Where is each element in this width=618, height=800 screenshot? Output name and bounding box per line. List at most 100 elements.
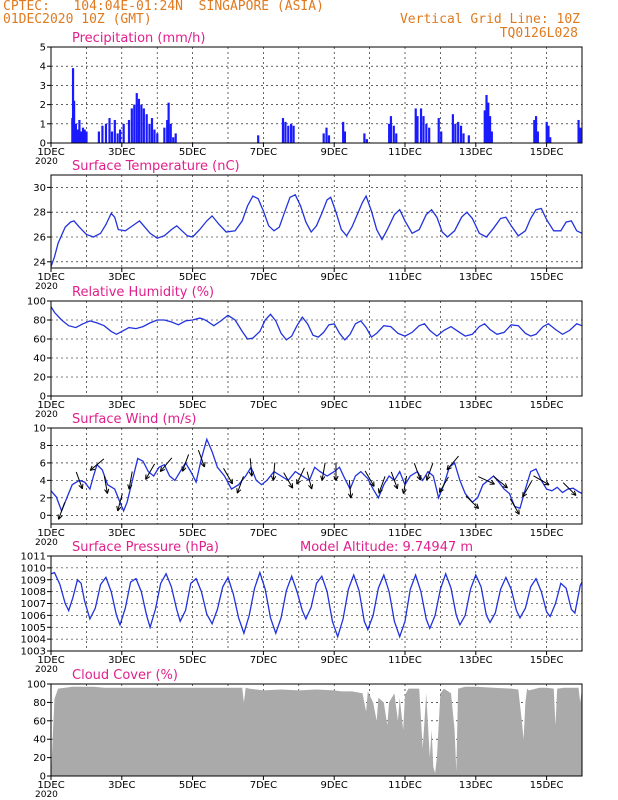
wind-arrow [89,458,105,471]
precip-bar [343,131,347,143]
wind-arrow [116,493,123,512]
x-tick-label: 11DEC [388,655,422,666]
precip-bar [322,133,325,143]
panel-title: Surface Wind (m/s) [72,412,196,427]
wind-arrow [533,475,550,486]
panel-title: Surface Pressure (hPa) [72,540,219,555]
precip-bar [547,125,550,143]
x-tick-label: 11DEC [388,400,422,411]
y-tick-label: 1 [40,119,46,130]
wind-arrow [446,455,459,471]
wind-arrow [159,457,173,473]
cloud-cover-area [51,686,582,776]
y-tick-label: 8 [40,441,46,452]
precip-bar [342,121,345,143]
wind-arrow [296,467,305,485]
x-tick-label: 15DEC [530,780,564,791]
x-tick-label: 13DEC [459,272,493,283]
panel-precip: 0 1 2 3 4 5 1DEC 3DEC 5DEC 7DEC 9DEC 11DEC 13DEC 15DE… [35,31,583,167]
x-tick-label: 1DEC [37,655,64,666]
precip-bar [292,125,295,143]
wind-arrow [306,471,314,490]
year-label: 2020 [35,538,58,548]
y-tick-label: 26 [33,233,46,244]
x-tick-label: 3DEC [108,272,135,283]
precip-bar [83,129,86,143]
y-tick-label: 40 [33,735,46,746]
x-tick-label: 13DEC [459,780,493,791]
precip-bar [422,116,425,143]
precip-bar [140,104,143,143]
precip-bar [392,125,395,143]
precip-bar [462,133,465,143]
precip-bar [437,118,440,143]
y-tick-label: 0 [40,139,46,150]
x-tick-label: 9DEC [321,147,348,158]
x-tick-label: 7DEC [250,780,277,791]
precip-bar [142,108,145,143]
y-tick-label: 24 [33,257,46,268]
year-label: 2020 [35,790,58,800]
y-tick-label: 0 [40,511,46,522]
y-tick-label: 1008 [21,587,46,598]
y-tick-label: 1009 [21,575,46,586]
precip-bar [425,123,428,143]
year-label: 2020 [35,665,58,675]
y-tick-label: 10 [33,424,46,435]
precip-bar [577,119,580,143]
year-label: 2020 [35,410,58,420]
x-tick-label: 11DEC [388,147,422,158]
y-tick-label: 1004 [21,635,46,646]
x-tick-label: 3DEC [108,147,135,158]
x-tick-label: 13DEC [459,655,493,666]
wind-arrow [465,495,480,510]
wind-arrow [347,480,354,499]
precip-bar [428,127,431,143]
x-tick-label: 7DEC [250,272,277,283]
precip-bar [80,131,83,143]
precip-bar [485,95,488,143]
precip-bar [414,108,417,143]
x-tick-label: 3DEC [108,655,135,666]
wind-arrow [364,470,375,487]
x-tick-label: 1DEC [37,147,64,158]
wind-arrow [413,463,422,481]
precip-bar [73,100,76,143]
y-tick-label: 2 [40,493,46,504]
y-tick-label: 2 [40,100,46,111]
wind-arrow [57,502,66,520]
year-label: 2020 [35,282,58,292]
y-tick-label: 20 [33,373,46,384]
x-tick-label: 15DEC [530,655,564,666]
x-tick-label: 5DEC [179,655,206,666]
x-tick-label: 11DEC [388,528,422,539]
y-tick-label: 0 [40,772,46,783]
wind-arrow [478,476,495,485]
wind-arrow [562,482,577,496]
y-tick-label: 1011 [21,552,46,563]
precip-bar [457,121,460,143]
x-tick-label: 9DEC [321,272,348,283]
wind-arrow [197,449,206,468]
x-tick-label: 9DEC [321,528,348,539]
year-label: 2020 [35,157,58,167]
wind-arrow [390,471,399,490]
header-grid-note: Vertical Grid Line: 10Z [399,12,580,27]
precip-bar [281,118,285,143]
x-tick-label: 5DEC [179,272,206,283]
precip-bar [451,114,454,143]
precip-bar [287,125,290,143]
x-tick-label: 5DEC [179,147,206,158]
panel-title: Surface Temperature (nC) [72,159,240,174]
panel-frame [50,46,583,144]
wind-series-line [50,437,583,513]
x-tick-label: 1DEC [37,400,64,411]
wind-arrow [223,467,233,485]
precip-bar [153,129,156,143]
wind-arrow [103,475,110,494]
y-tick-label: 80 [33,316,46,327]
y-tick-label: 100 [27,680,46,691]
x-tick-label: 11DEC [388,780,422,791]
precip-bar [127,119,131,143]
precip-bar [137,98,140,143]
